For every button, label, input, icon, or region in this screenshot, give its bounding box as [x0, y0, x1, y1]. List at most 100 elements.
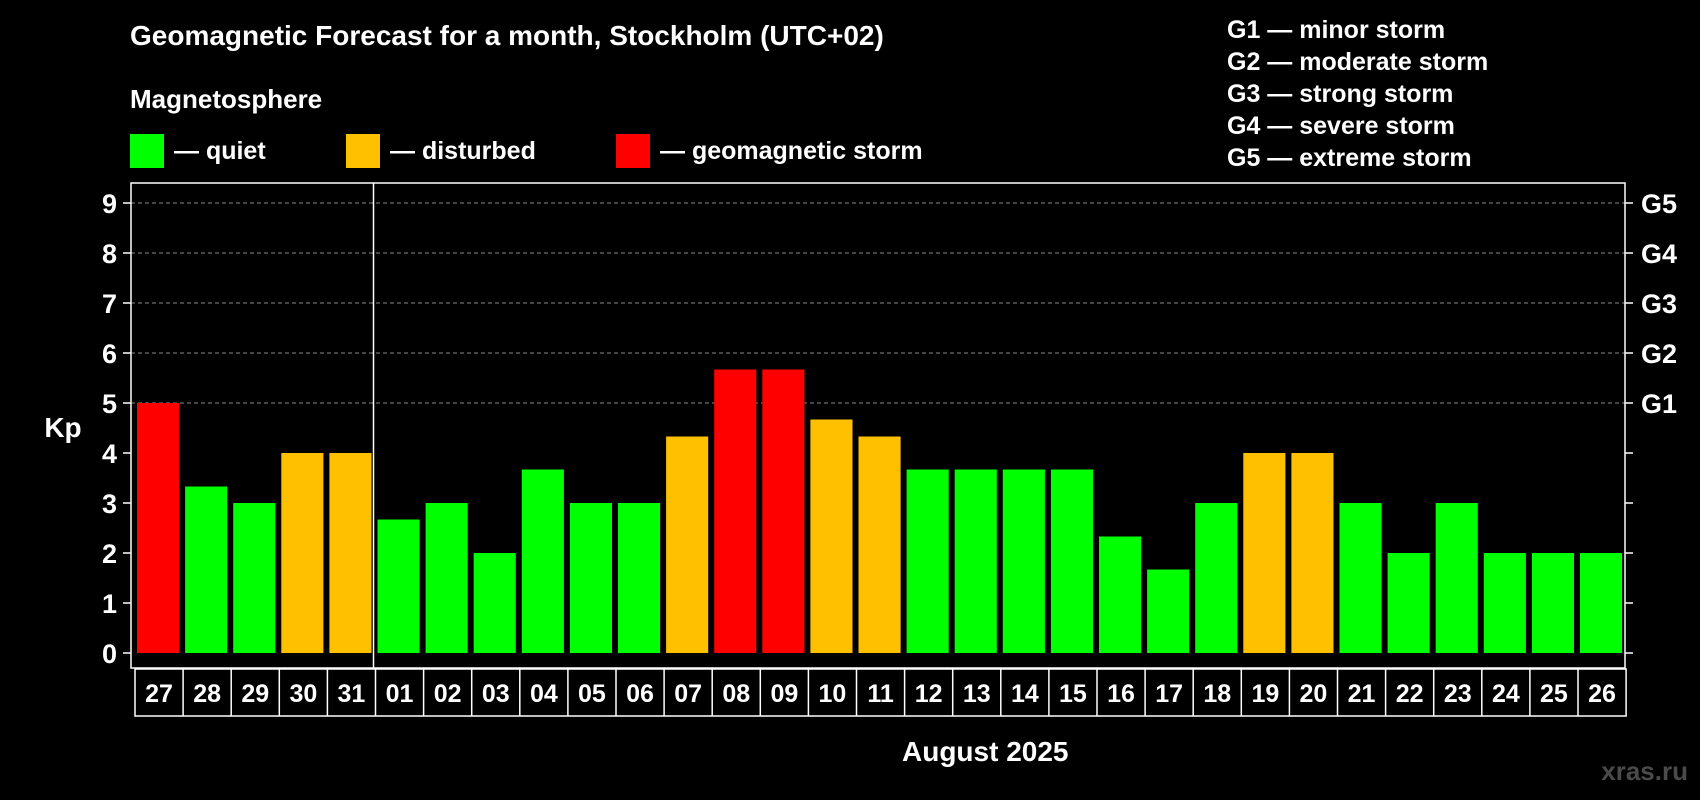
bar-19	[1243, 453, 1286, 653]
bar-31	[329, 453, 372, 653]
date-label-16: 16	[1107, 680, 1135, 708]
watermark: xras.ru	[1601, 756, 1688, 786]
date-label-24: 24	[1492, 680, 1520, 708]
legend-item-disturbed: — disturbed	[346, 134, 536, 168]
bar-15	[1050, 469, 1093, 653]
legend-swatch-quiet	[130, 134, 164, 168]
date-label-04: 04	[530, 680, 558, 708]
y-axis-title: Kp	[44, 412, 81, 443]
date-label-29: 29	[241, 680, 269, 708]
bar-28	[185, 486, 228, 653]
bar-14	[1002, 469, 1045, 653]
right-axis-label-G4: G4	[1641, 239, 1677, 269]
date-label-02: 02	[434, 680, 462, 708]
bar-07	[666, 436, 709, 653]
bar-02	[425, 503, 468, 653]
bar-26	[1580, 553, 1623, 653]
g-scale-g4: G4 — severe storm	[1227, 112, 1455, 140]
date-label-01: 01	[386, 680, 414, 708]
bar-11	[858, 436, 901, 653]
date-label-05: 05	[578, 680, 606, 708]
bar-06	[618, 503, 661, 653]
bar-05	[569, 503, 612, 653]
date-label-14: 14	[1011, 680, 1039, 708]
bar-03	[473, 553, 516, 653]
legend-label-quiet: — quiet	[174, 136, 266, 165]
date-axis-frame	[134, 668, 1627, 717]
ytick-label-3: 3	[102, 489, 117, 519]
bar-08	[714, 369, 757, 653]
chart-title: Geomagnetic Forecast for a month, Stockh…	[130, 20, 884, 51]
ytick-label-4: 4	[102, 439, 117, 469]
date-label-27: 27	[145, 680, 173, 708]
date-label-28: 28	[193, 680, 221, 708]
g-scale-g1: G1 — minor storm	[1227, 16, 1446, 44]
legend-label-storm: — geomagnetic storm	[660, 136, 923, 165]
date-label-06: 06	[626, 680, 654, 708]
date-label-23: 23	[1444, 680, 1472, 708]
date-label-17: 17	[1155, 680, 1183, 708]
ytick-label-9: 9	[102, 189, 117, 219]
bar-18	[1195, 503, 1238, 653]
bar-10	[810, 419, 853, 653]
legend-swatch-storm	[616, 134, 650, 168]
date-label-09: 09	[770, 680, 798, 708]
date-label-22: 22	[1396, 680, 1424, 708]
date-label-12: 12	[915, 680, 943, 708]
g-scale-legend: G1 — minor storm G2 — moderate storm G3 …	[1227, 14, 1488, 174]
date-label-20: 20	[1300, 680, 1328, 708]
legend-label-disturbed: — disturbed	[390, 136, 536, 165]
date-label-19: 19	[1251, 680, 1279, 708]
bar-24	[1483, 553, 1526, 653]
legend-item-storm: — geomagnetic storm	[616, 134, 923, 168]
date-label-26: 26	[1588, 680, 1616, 708]
bar-30	[281, 453, 324, 653]
g-scale-g5: G5 — extreme storm	[1227, 144, 1472, 172]
date-label-11: 11	[867, 680, 894, 708]
date-label-21: 21	[1348, 680, 1376, 708]
date-label-07: 07	[674, 680, 702, 708]
bar-04	[521, 469, 564, 653]
ytick-label-5: 5	[102, 389, 117, 419]
right-axis-label-G5: G5	[1641, 189, 1677, 219]
ytick-label-8: 8	[102, 239, 117, 269]
bar-09	[762, 369, 805, 653]
ytick-label-2: 2	[102, 539, 117, 569]
right-axis-label-G1: G1	[1641, 389, 1677, 419]
date-label-03: 03	[482, 680, 510, 708]
bar-29	[233, 503, 276, 653]
right-axis-label-G2: G2	[1641, 339, 1677, 369]
date-label-18: 18	[1203, 680, 1231, 708]
g-scale-g2: G2 — moderate storm	[1227, 48, 1489, 76]
date-label-15: 15	[1059, 680, 1087, 708]
g-scale-g3: G3 — strong storm	[1227, 80, 1454, 108]
date-label-30: 30	[289, 680, 317, 708]
ytick-label-0: 0	[102, 639, 117, 669]
month-label: August 2025	[902, 736, 1069, 767]
bar-20	[1291, 453, 1334, 653]
bar-27	[137, 403, 180, 653]
bar-17	[1147, 569, 1190, 653]
plot-frame	[130, 182, 1626, 669]
date-label-31: 31	[338, 680, 366, 708]
magnetosphere-heading: Magnetosphere	[130, 84, 323, 114]
bar-23	[1435, 503, 1478, 653]
date-label-25: 25	[1540, 680, 1568, 708]
legend-swatch-disturbed	[346, 134, 380, 168]
bar-01	[377, 519, 420, 653]
bar-13	[954, 469, 997, 653]
legend-item-quiet: — quiet	[130, 134, 266, 168]
bar-16	[1099, 536, 1142, 653]
bar-21	[1339, 503, 1382, 653]
bar-12	[906, 469, 949, 653]
date-label-08: 08	[722, 680, 750, 708]
date-label-13: 13	[963, 680, 991, 708]
bar-22	[1387, 553, 1430, 653]
ytick-label-6: 6	[102, 339, 117, 369]
ytick-label-7: 7	[102, 289, 117, 319]
ytick-label-1: 1	[102, 589, 117, 619]
right-axis-label-G3: G3	[1641, 289, 1677, 319]
bar-25	[1531, 553, 1574, 653]
date-label-10: 10	[819, 680, 847, 708]
